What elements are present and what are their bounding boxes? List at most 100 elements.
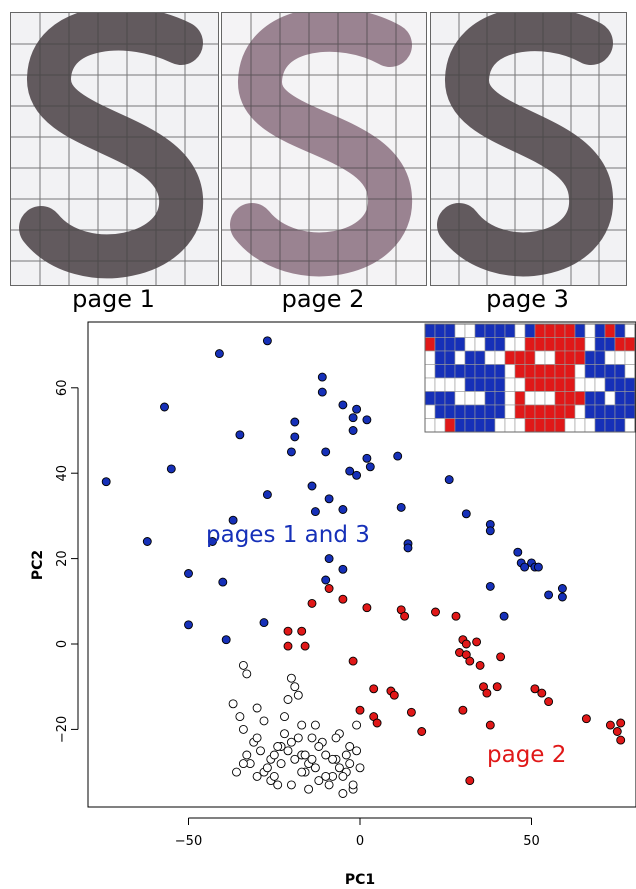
data-point-s0-37 <box>444 475 454 485</box>
inset-cell-5-16 <box>584 391 596 406</box>
inset-cell-7-5 <box>474 418 486 433</box>
y-tick-label-3: 40 <box>55 465 70 482</box>
inset-cell-3-0 <box>424 364 436 379</box>
data-point-s0-22 <box>338 505 348 514</box>
inset-cell-5-19 <box>614 391 626 406</box>
data-point-s0-18 <box>321 447 331 457</box>
inset-cell-7-14 <box>564 418 576 433</box>
inset-cell-6-2 <box>444 404 456 419</box>
data-point-s0-54 <box>184 620 193 630</box>
inset-cell-0-1 <box>434 323 446 338</box>
inset-cell-7-6 <box>484 418 496 433</box>
data-point-s2-57 <box>334 763 344 773</box>
inset-cell-6-7 <box>494 404 506 419</box>
inset-cell-6-18 <box>604 404 616 419</box>
data-point-s0-2 <box>160 402 169 412</box>
inset-cell-1-2 <box>444 337 456 352</box>
inset-cell-0-12 <box>544 323 556 338</box>
inset-cell-3-6 <box>484 364 496 379</box>
data-point-s1-2 <box>338 594 348 604</box>
plot-frame <box>87 321 636 808</box>
data-point-s2-19 <box>314 776 324 786</box>
data-point-s0-30 <box>362 415 372 425</box>
inset-cell-2-12 <box>544 350 556 365</box>
inset-cell-4-9 <box>514 377 526 392</box>
inset-cell-3-7 <box>494 364 506 379</box>
data-point-s0-14 <box>307 481 317 491</box>
data-point-s0-23 <box>338 564 348 574</box>
inset-cell-5-5 <box>474 391 486 406</box>
data-point-s1-32 <box>389 690 399 700</box>
inset-cell-5-10 <box>524 391 536 406</box>
inset-cell-1-10 <box>524 337 536 352</box>
points-layer <box>101 336 626 798</box>
data-point-s1-19 <box>475 660 485 670</box>
data-point-s1-17 <box>465 656 475 666</box>
inset-cell-4-17 <box>594 377 606 392</box>
inset-cell-2-1 <box>434 350 446 365</box>
data-point-s0-7 <box>235 430 245 440</box>
inset-cell-6-12 <box>544 404 556 419</box>
page-2-image <box>222 13 426 285</box>
data-point-s2-16 <box>304 784 314 794</box>
inset-cell-1-18 <box>604 337 616 352</box>
data-point-s1-26 <box>406 707 416 717</box>
data-point-s2-38 <box>259 716 269 726</box>
data-point-s0-36 <box>403 543 413 553</box>
inset-cell-4-6 <box>484 377 496 392</box>
data-point-s2-28 <box>345 742 355 751</box>
page-3-tile-grid <box>431 13 626 285</box>
data-point-s0-4 <box>208 537 217 546</box>
data-point-s2-56 <box>331 733 341 743</box>
inset-cell-4-10 <box>524 377 536 392</box>
data-point-s2-53 <box>314 742 324 751</box>
data-point-s1-12 <box>451 611 461 621</box>
inset-cell-3-1 <box>434 364 446 379</box>
data-point-s0-3 <box>166 464 176 474</box>
inset-cell-7-16 <box>584 418 596 433</box>
data-point-s2-12 <box>293 690 303 700</box>
data-point-s0-43 <box>513 547 523 557</box>
inset-cell-5-14 <box>564 391 576 406</box>
data-point-s2-9 <box>283 695 293 704</box>
inset-cell-1-12 <box>544 337 556 352</box>
inset-cell-4-1 <box>434 377 446 392</box>
inset-cell-7-0 <box>424 418 436 433</box>
data-point-s1-10 <box>400 611 410 621</box>
inset-cell-2-8 <box>504 350 516 365</box>
inset-cell-6-5 <box>474 404 486 419</box>
inset-cell-6-8 <box>504 404 516 419</box>
data-point-s2-48 <box>297 767 307 777</box>
inset-grid <box>424 323 636 433</box>
inset-cell-2-2 <box>444 350 456 365</box>
page-2-panel <box>221 12 427 286</box>
data-point-s0-25 <box>345 466 355 476</box>
data-point-s2-69 <box>286 737 296 747</box>
inset-cell-1-16 <box>584 337 596 352</box>
data-point-s2-46 <box>290 754 300 764</box>
data-point-s2-13 <box>297 720 307 730</box>
inset-cell-4-15 <box>574 377 586 392</box>
inset-cell-7-10 <box>524 418 536 433</box>
data-point-s1-33 <box>355 705 365 715</box>
data-point-s2-3 <box>252 703 262 713</box>
inset-cell-4-3 <box>454 377 466 392</box>
inset-cell-4-13 <box>554 377 566 392</box>
data-point-s1-41 <box>616 718 626 728</box>
inset-cell-6-16 <box>584 404 596 419</box>
inset-cell-4-11 <box>534 377 546 392</box>
data-point-s2-66 <box>252 771 262 781</box>
inset-border <box>424 323 636 433</box>
inset-cell-1-17 <box>594 337 606 352</box>
data-point-s1-21 <box>482 688 492 698</box>
inset-cell-4-18 <box>604 377 616 392</box>
data-point-s0-38 <box>461 509 471 519</box>
data-point-s0-5 <box>214 349 224 359</box>
data-point-s2-63 <box>355 763 365 773</box>
data-point-s1-4 <box>348 656 358 666</box>
inset-cell-1-8 <box>504 337 516 352</box>
inset-cell-1-14 <box>564 337 576 352</box>
data-point-s2-39 <box>262 763 272 773</box>
inset-cell-0-8 <box>504 323 516 338</box>
data-point-s2-1 <box>238 660 248 670</box>
